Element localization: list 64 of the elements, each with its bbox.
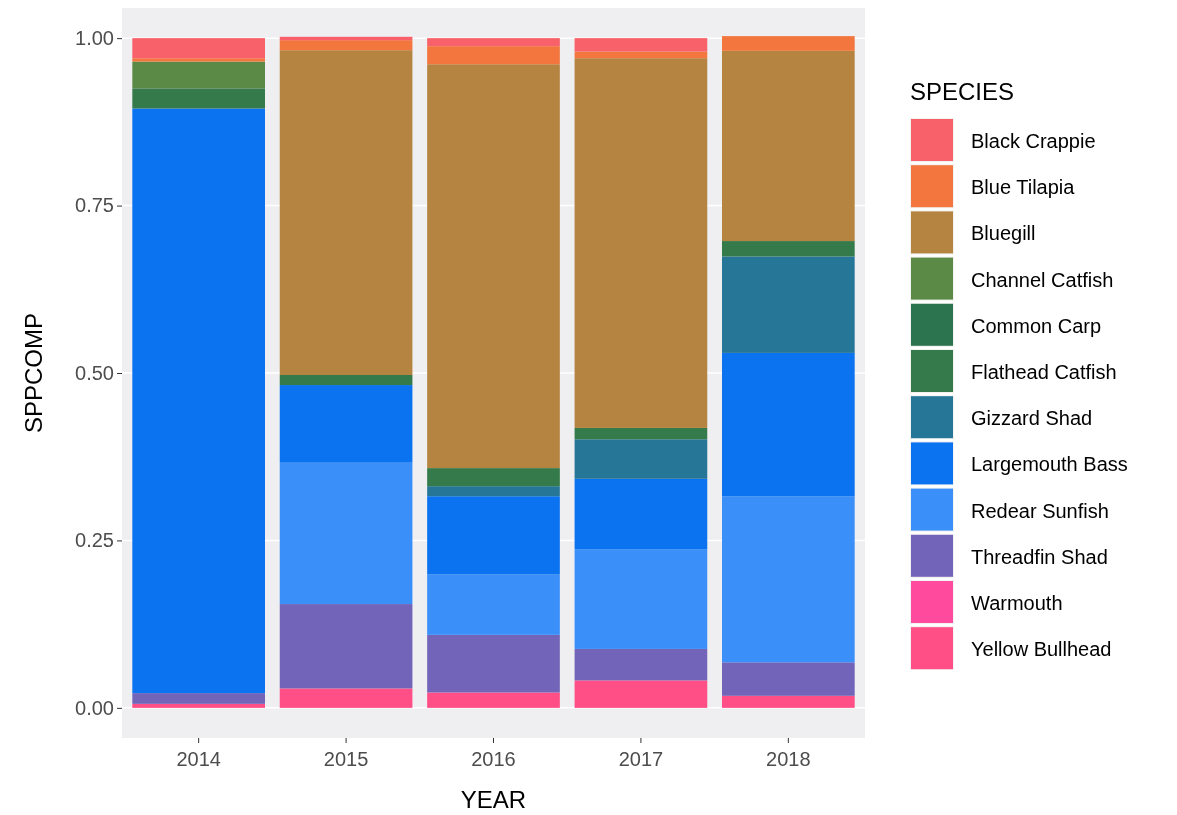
bar	[722, 50, 855, 242]
bar	[722, 352, 855, 497]
legend-label: Largemouth Bass	[971, 453, 1128, 476]
bar	[427, 486, 560, 497]
bar	[132, 693, 265, 704]
bar	[427, 46, 560, 65]
bar	[427, 468, 560, 487]
bar	[574, 427, 708, 440]
x-tick-label: 2016	[471, 748, 516, 770]
y-tick-label: 1.00	[75, 27, 114, 50]
bar	[279, 688, 413, 708]
legend-label: Threadfin Shad	[971, 545, 1108, 568]
bar	[279, 50, 413, 376]
bar	[132, 88, 265, 109]
bar	[427, 634, 560, 693]
x-tick-label: 2018	[766, 748, 811, 770]
x-tick-label: 2014	[176, 748, 221, 770]
y-axis-title: SPPCOMP	[20, 312, 47, 434]
y-tick-label: 0.25	[75, 529, 114, 552]
legend-label: Warmouth	[971, 592, 1063, 614]
y-tick-label: 0.75	[75, 194, 114, 217]
legend-label: Bluegill	[971, 222, 1036, 245]
legend-label: Common Carp	[971, 314, 1102, 337]
y-tick-label: 0.50	[75, 361, 114, 384]
bar	[722, 241, 855, 257]
bar	[279, 462, 413, 605]
bar	[279, 40, 413, 51]
bar	[574, 680, 708, 708]
bar	[574, 478, 708, 550]
bar	[427, 692, 560, 708]
y-tick-label: 0.00	[75, 696, 114, 719]
legend-label: Blue Tilapia	[971, 176, 1076, 199]
legend-label: Gizzard Shad	[971, 407, 1093, 430]
bar	[574, 549, 708, 649]
bar	[132, 108, 265, 694]
bar	[279, 604, 413, 689]
legend-label: Black Crappie	[971, 130, 1096, 152]
bar	[722, 496, 855, 663]
bar	[132, 58, 265, 62]
bar	[279, 375, 413, 386]
legend-title: SPECIES	[910, 78, 1015, 105]
x-axis-title: YEAR	[460, 786, 527, 813]
bar	[574, 648, 708, 681]
bar	[722, 695, 855, 708]
bar	[427, 496, 560, 575]
bar	[574, 38, 708, 52]
bar	[132, 703, 265, 708]
legend-label: Yellow Bullhead	[971, 638, 1112, 661]
x-tick-label: 2017	[618, 748, 664, 770]
bar	[132, 61, 265, 89]
bar	[722, 662, 855, 696]
bar	[722, 256, 855, 353]
bar	[427, 64, 560, 469]
legend-label: Flathead Catfish	[971, 361, 1117, 383]
bar	[427, 38, 560, 47]
bar	[279, 385, 413, 463]
bar	[574, 439, 708, 479]
x-tick-label: 2015	[323, 748, 369, 770]
bar	[574, 58, 708, 428]
bar	[722, 36, 855, 51]
legend-label: Redear Sunfish	[971, 499, 1109, 522]
bar	[132, 38, 265, 59]
bar	[427, 574, 560, 635]
legend-label: Channel Catfish	[971, 268, 1114, 291]
